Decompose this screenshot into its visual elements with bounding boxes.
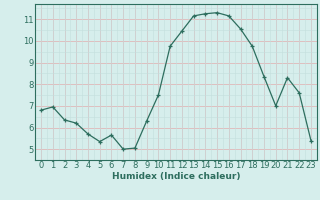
X-axis label: Humidex (Indice chaleur): Humidex (Indice chaleur)	[112, 172, 240, 181]
